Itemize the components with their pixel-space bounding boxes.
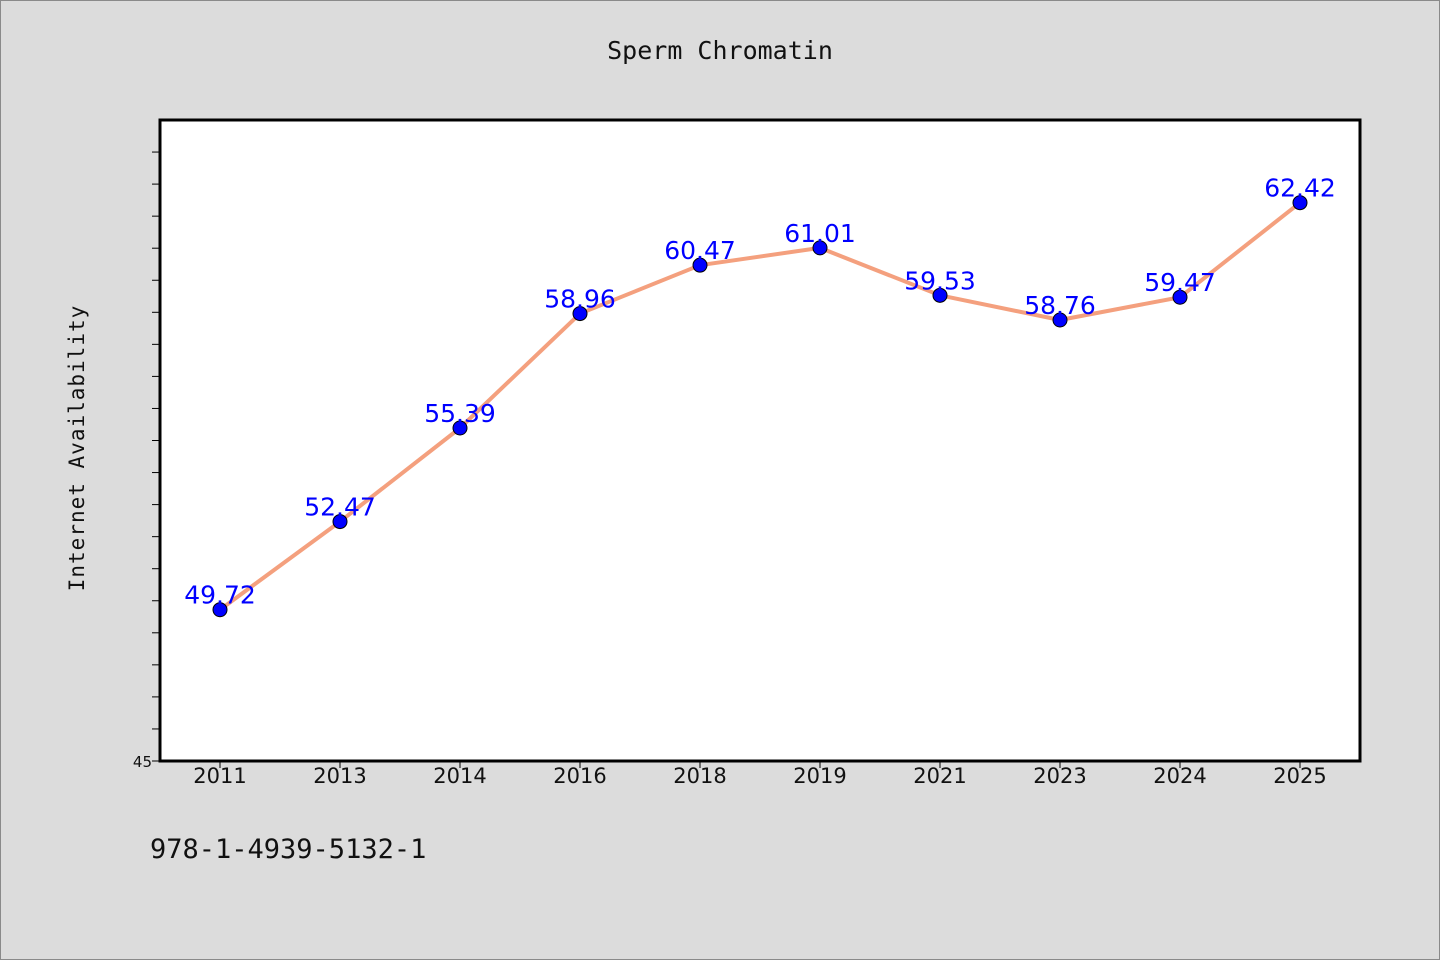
data-point: [1052, 312, 1068, 328]
data-label: 58.96: [544, 285, 616, 314]
data-point: [1292, 195, 1308, 211]
data-point: [212, 602, 228, 618]
data-point: [1172, 289, 1188, 305]
data-label: 62.42: [1264, 174, 1336, 203]
x-tick-label: 2016: [553, 764, 606, 788]
series-line: [218, 200, 1302, 612]
plot-area: [158, 118, 1362, 763]
x-tick-label: 2018: [673, 764, 726, 788]
chart-title: Sperm Chromatin: [607, 36, 833, 65]
data-point: [692, 257, 708, 273]
x-tick-label: 2021: [913, 764, 966, 788]
data-points: [212, 195, 1308, 618]
data-label: 61.01: [784, 219, 856, 248]
data-label: 59.47: [1144, 268, 1216, 297]
footer-code: 978-1-4939-5132-1: [150, 834, 427, 865]
data-label: 55.39: [424, 399, 496, 428]
data-point: [572, 306, 588, 322]
x-tick-label: 2019: [793, 764, 846, 788]
data-point: [452, 420, 468, 436]
data-labels: 49.72 52.47 55.39 58.96 60.47 61.01 59.53 58.76…: [184, 174, 1336, 610]
data-label: 59.53: [904, 266, 976, 295]
data-point: [812, 240, 828, 256]
y-ticks: 45: [133, 151, 160, 771]
x-tick-label: 2013: [313, 764, 366, 788]
x-tick-label: 2023: [1033, 764, 1086, 788]
x-tick-label: 2024: [1153, 764, 1206, 788]
data-label: 58.76: [1024, 291, 1096, 320]
x-tick-label: 2011: [193, 764, 246, 788]
data-point: [932, 287, 948, 303]
data-point: [332, 514, 348, 530]
data-label: 52.47: [304, 493, 376, 522]
x-tick-label: 2025: [1273, 764, 1326, 788]
series-line-group: [218, 200, 1302, 612]
data-label: 49.72: [184, 581, 256, 610]
x-ticks: 2011 2013 2014 2016 2018 2019 2021 2023 2024 2025: [193, 761, 1327, 788]
x-tick-label: 2014: [433, 764, 486, 788]
y-tick-label: 45: [133, 753, 152, 771]
data-label: 60.47: [664, 236, 736, 265]
